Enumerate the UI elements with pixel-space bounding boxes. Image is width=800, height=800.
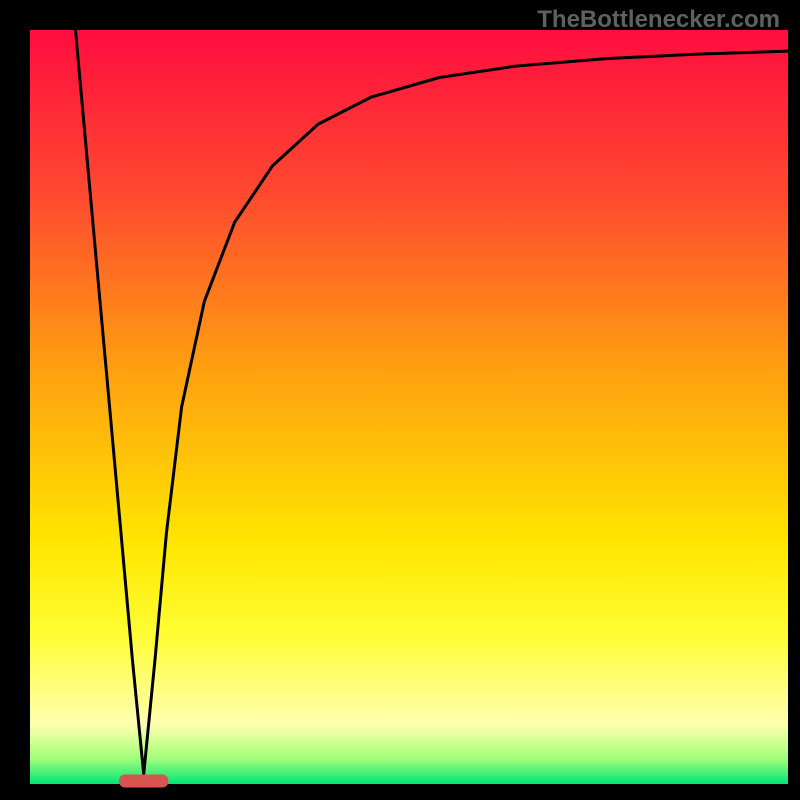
chart-container: TheBottlenecker.com	[0, 0, 800, 800]
bottleneck-chart	[0, 0, 800, 800]
watermark-label: TheBottlenecker.com	[537, 6, 780, 34]
bottleneck-marker	[119, 774, 168, 787]
plot-area	[30, 30, 788, 784]
